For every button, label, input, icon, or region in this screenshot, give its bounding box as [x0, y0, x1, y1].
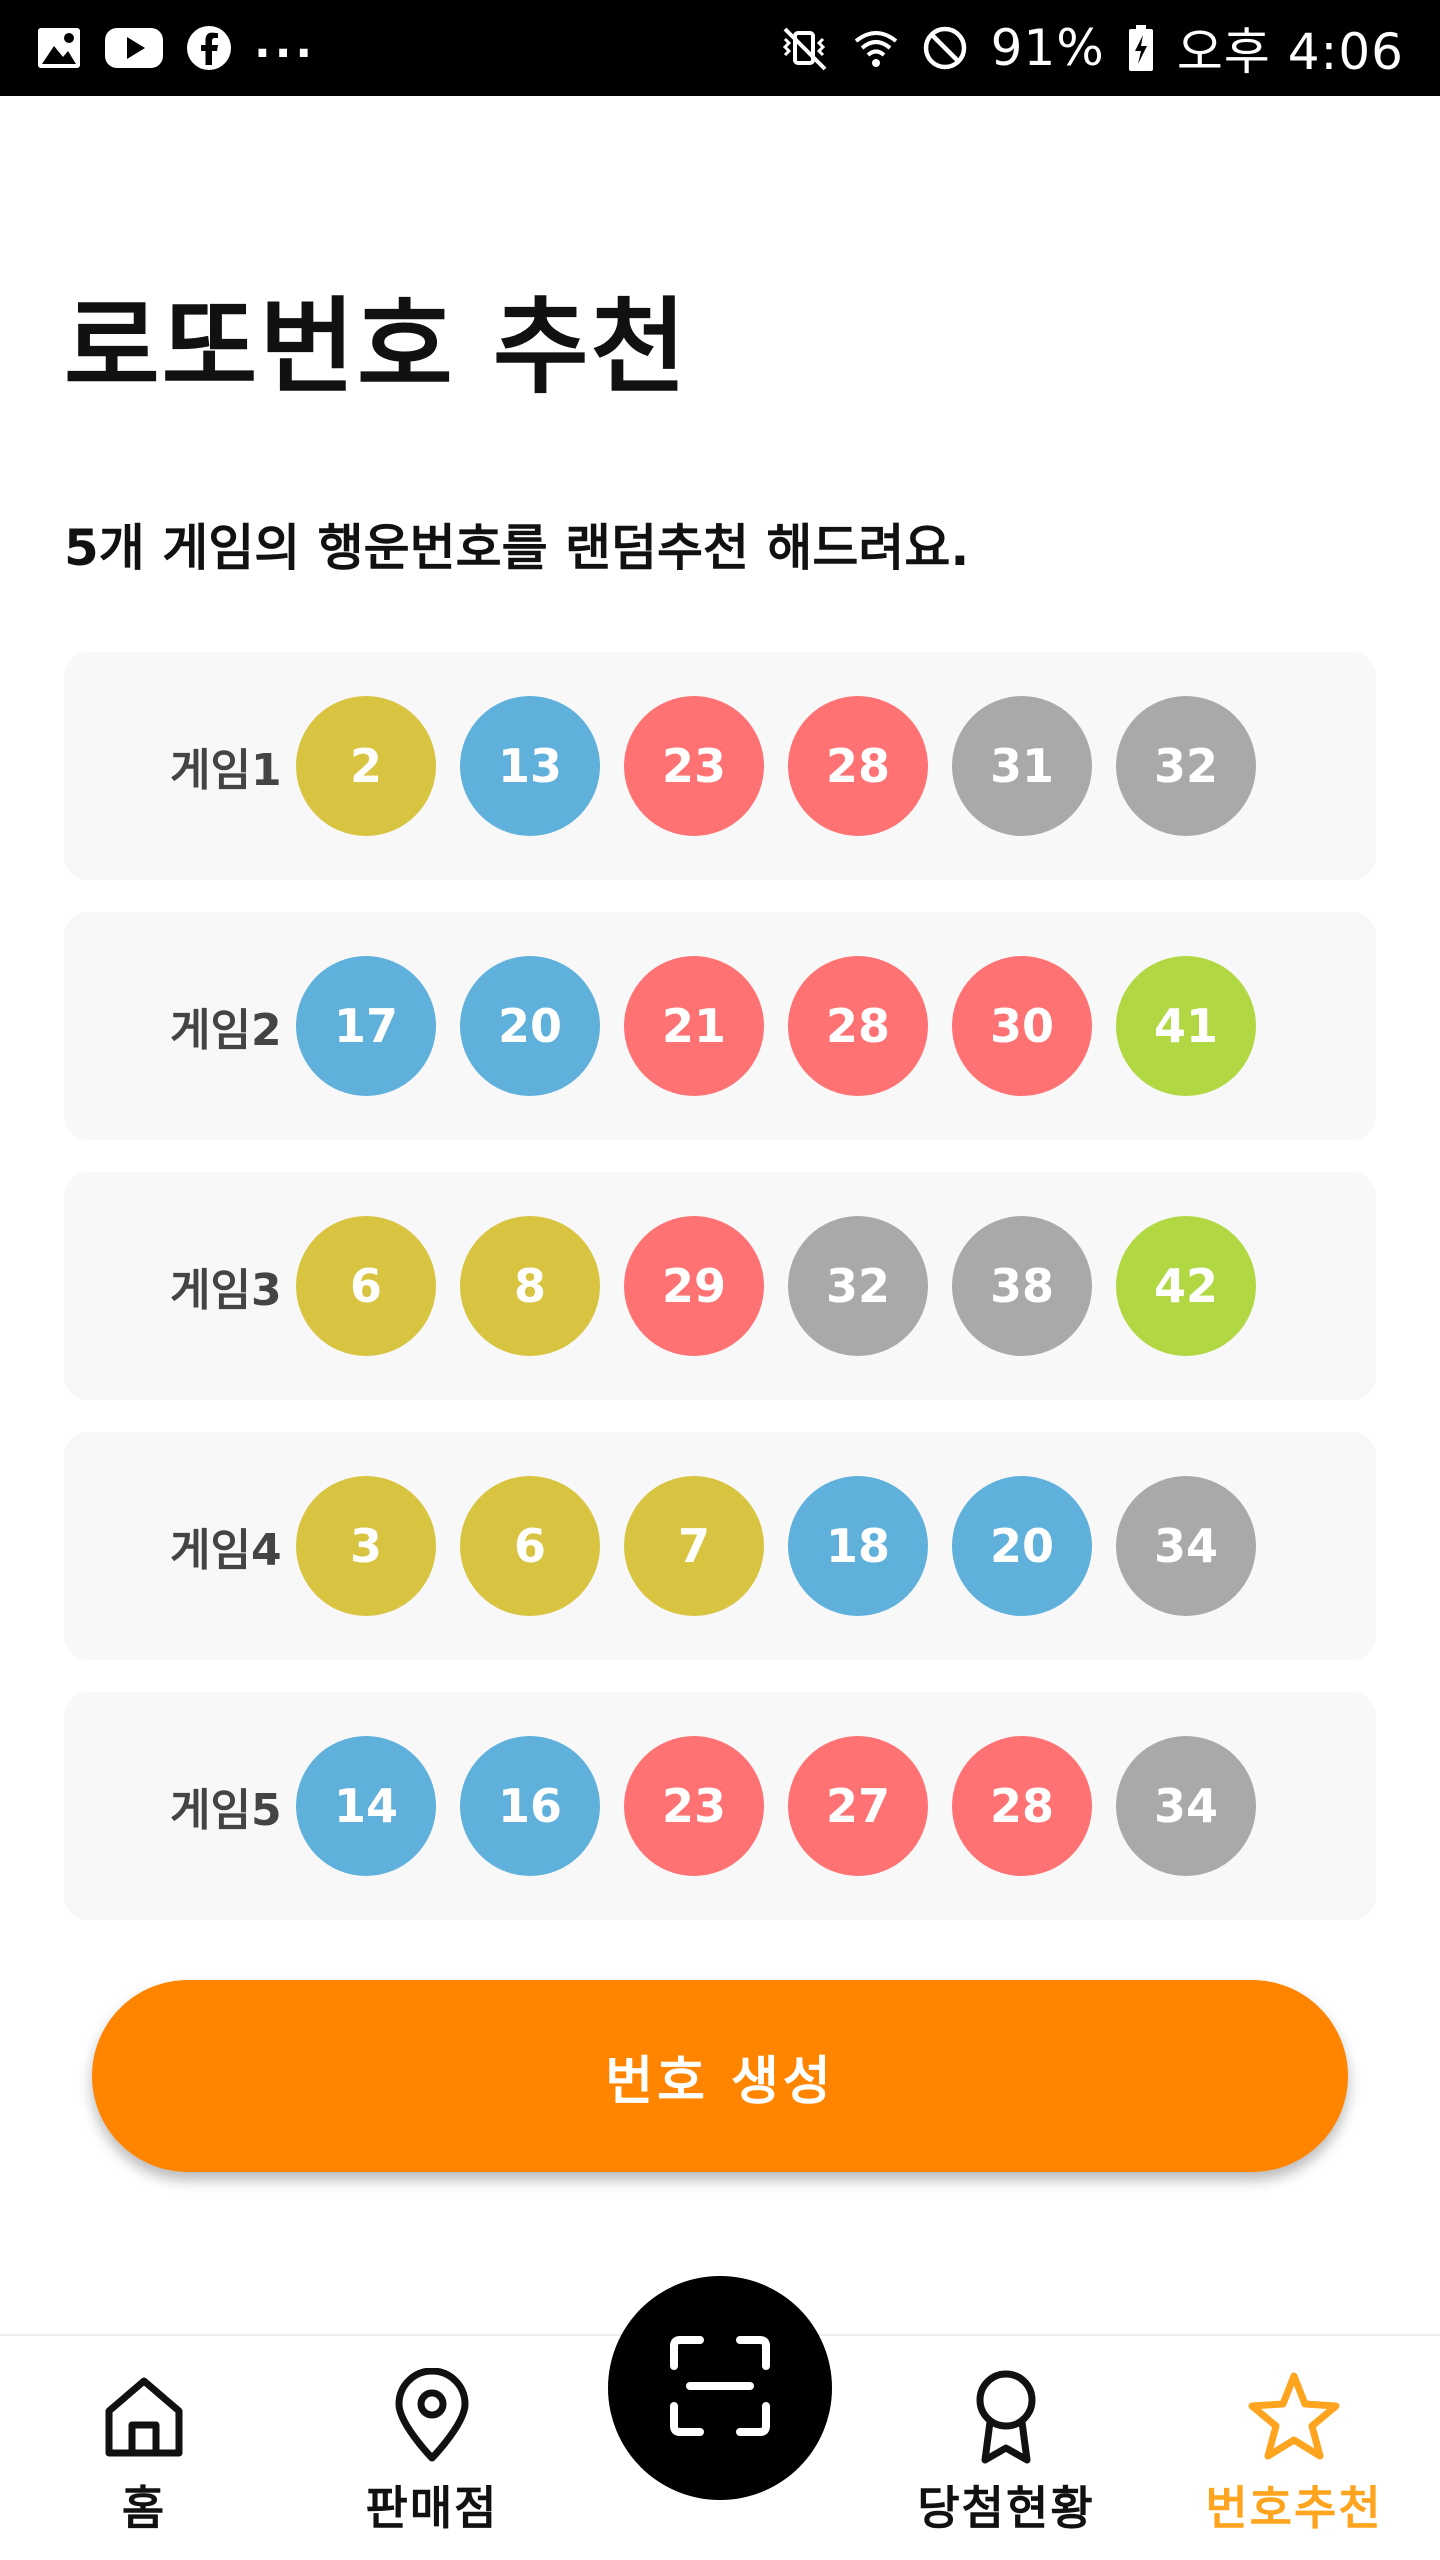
lotto-ball: 41: [1116, 956, 1256, 1096]
lotto-ball: 8: [460, 1216, 600, 1356]
nav-item-winning-status[interactable]: 당첨현황: [876, 2366, 1136, 2556]
do-not-disturb-icon: [921, 24, 969, 72]
lotto-ball: 18: [788, 1476, 928, 1616]
lotto-ball: 16: [460, 1736, 600, 1876]
game-label: 게임1: [170, 745, 282, 796]
youtube-icon: [104, 26, 164, 70]
home-icon: [94, 2366, 194, 2466]
lotto-ball: 34: [1116, 1736, 1256, 1876]
game-label: 게임2: [170, 1005, 282, 1056]
game-label: 게임5: [170, 1785, 282, 1836]
status-right: 91% 오후 4:06: [779, 12, 1404, 84]
page-subtitle: 5개 게임의 행운번호를 랜덤추천 해드려요.: [64, 519, 970, 577]
lotto-ball: 32: [788, 1216, 928, 1356]
nav-item-stores[interactable]: 판매점: [302, 2366, 562, 2556]
lotto-ball: 38: [952, 1216, 1092, 1356]
lotto-ball: 28: [788, 956, 928, 1096]
nav-label: 판매점: [365, 2481, 499, 2535]
lotto-ball: 29: [624, 1216, 764, 1356]
generate-numbers-button[interactable]: 번호 생성: [92, 1980, 1348, 2172]
lotto-ball: 28: [788, 696, 928, 836]
gallery-icon: [36, 26, 82, 70]
lotto-ball: 31: [952, 696, 1092, 836]
nav-label: 번호추천: [1205, 2481, 1383, 2535]
lotto-ball: 27: [788, 1736, 928, 1876]
lotto-ball: 20: [952, 1476, 1092, 1616]
lotto-ball: 13: [460, 696, 600, 836]
lotto-ball: 17: [296, 956, 436, 1096]
lotto-ball: 21: [624, 956, 764, 1096]
star-icon: [1244, 2366, 1344, 2466]
game-card-4: 게임4 3 6 7 18 20 34: [64, 1432, 1376, 1660]
scan-icon: [668, 2334, 772, 2442]
clock: 오후 4:06: [1176, 23, 1404, 81]
nav-item-home[interactable]: 홈: [14, 2366, 274, 2556]
game-card-1: 게임1 2 13 23 28 31 32: [64, 652, 1376, 880]
lotto-ball: 7: [624, 1476, 764, 1616]
lotto-ball: 6: [296, 1216, 436, 1356]
nav-label: 당첨현황: [917, 2481, 1095, 2535]
wifi-icon: [853, 23, 899, 73]
status-left: ...: [36, 17, 316, 71]
game-card-2: 게임2 17 20 21 28 30 41: [64, 912, 1376, 1140]
lotto-ball: 14: [296, 1736, 436, 1876]
lotto-ball: 23: [624, 1736, 764, 1876]
page-title: 로또번호 추천: [64, 286, 689, 408]
scan-qr-button[interactable]: [608, 2276, 832, 2500]
lotto-ball: 6: [460, 1476, 600, 1616]
status-bar: ... 91% 오후 4:06: [0, 0, 1440, 96]
lotto-ball: 3: [296, 1476, 436, 1616]
lotto-ball: 30: [952, 956, 1092, 1096]
vibrate-mute-icon: [779, 23, 831, 73]
lotto-ball: 32: [1116, 696, 1256, 836]
lotto-ball: 2: [296, 696, 436, 836]
lotto-ball: 20: [460, 956, 600, 1096]
battery-percent: 91%: [990, 19, 1105, 77]
more-notifications: ...: [254, 16, 317, 68]
game-label: 게임3: [170, 1265, 282, 1316]
nav-item-number-recommend[interactable]: 번호추천: [1164, 2366, 1424, 2556]
location-pin-icon: [382, 2366, 482, 2466]
lotto-ball: 23: [624, 696, 764, 836]
nav-label: 홈: [121, 2481, 167, 2535]
game-card-3: 게임3 6 8 29 32 38 42: [64, 1172, 1376, 1400]
game-card-5: 게임5 14 16 23 27 28 34: [64, 1692, 1376, 1920]
award-ribbon-icon: [956, 2366, 1056, 2466]
lotto-ball: 28: [952, 1736, 1092, 1876]
lotto-ball: 34: [1116, 1476, 1256, 1616]
battery-charging-icon: [1127, 24, 1155, 72]
facebook-icon: [186, 25, 232, 71]
lotto-ball: 42: [1116, 1216, 1256, 1356]
game-label: 게임4: [170, 1525, 282, 1576]
